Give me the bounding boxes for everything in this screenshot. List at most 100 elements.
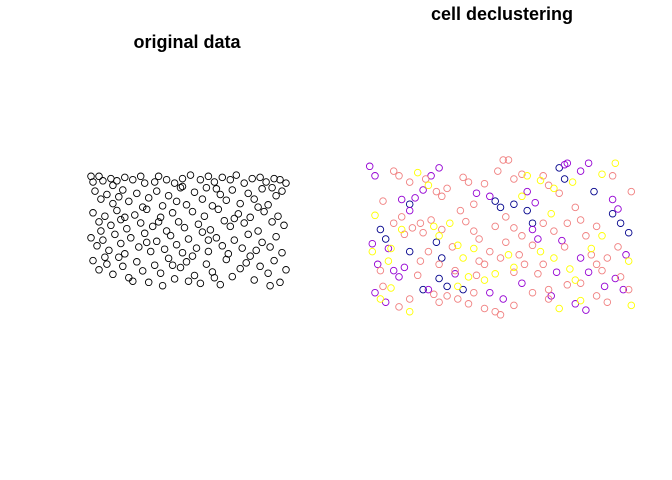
data-point <box>539 260 547 269</box>
data-point <box>97 227 105 235</box>
data-point <box>276 278 284 287</box>
data-point <box>121 213 129 222</box>
data-point <box>387 244 395 253</box>
data-point <box>154 172 163 181</box>
data-point <box>430 222 438 231</box>
data-point <box>376 225 385 234</box>
left-plot-title: original data <box>133 32 241 52</box>
data-point <box>170 179 179 187</box>
data-point <box>592 260 601 269</box>
data-point <box>103 190 111 199</box>
data-point <box>603 254 612 262</box>
data-point <box>282 266 290 274</box>
data-point <box>555 189 563 197</box>
data-point <box>389 219 398 227</box>
data-point <box>258 238 266 247</box>
data-point <box>475 257 483 265</box>
data-point <box>397 213 406 221</box>
data-point <box>614 243 622 251</box>
data-point <box>117 239 125 248</box>
data-point <box>395 172 403 180</box>
data-point <box>531 198 539 207</box>
data-point <box>408 224 417 232</box>
data-point <box>200 212 209 220</box>
data-point <box>405 307 414 316</box>
data-point <box>387 284 395 292</box>
data-point <box>89 209 97 217</box>
data-point <box>202 260 211 268</box>
data-point <box>518 279 526 287</box>
data-point <box>560 243 569 251</box>
data-point <box>448 243 457 251</box>
data-point <box>89 178 97 186</box>
data-point <box>384 257 393 265</box>
data-point <box>97 195 105 203</box>
data-point <box>499 156 507 164</box>
data-point <box>216 190 225 199</box>
data-point <box>502 213 510 221</box>
data-point <box>451 266 459 275</box>
data-point <box>381 298 390 306</box>
data-point <box>395 303 403 311</box>
data-point <box>111 230 119 239</box>
data-point <box>590 187 598 196</box>
data-point <box>272 232 280 241</box>
data-point <box>176 263 185 272</box>
data-point <box>552 268 561 276</box>
data-point <box>424 247 433 256</box>
data-point <box>624 257 633 265</box>
data-point <box>256 173 264 182</box>
data-point <box>254 203 262 211</box>
data-point <box>470 244 478 253</box>
data-point <box>91 187 99 195</box>
data-point <box>627 301 636 310</box>
data-point <box>486 192 494 201</box>
data-point <box>186 171 195 179</box>
data-point <box>264 269 272 277</box>
data-point <box>598 170 606 178</box>
data-point <box>619 285 628 294</box>
data-point <box>510 301 518 310</box>
data-point <box>244 230 252 239</box>
data-point <box>164 191 173 200</box>
data-point <box>405 200 414 208</box>
data-point <box>413 168 422 177</box>
data-point <box>216 280 225 289</box>
data-point <box>99 177 107 185</box>
data-point <box>258 185 266 193</box>
data-point <box>182 201 191 209</box>
data-point <box>582 306 590 314</box>
data-point <box>419 285 427 294</box>
data-point <box>190 271 199 280</box>
data-point <box>136 172 145 181</box>
data-point <box>101 253 109 261</box>
data-point <box>154 218 163 226</box>
data-point <box>138 267 147 275</box>
data-point <box>454 295 462 303</box>
data-point <box>419 186 427 194</box>
data-point <box>389 266 398 275</box>
data-point <box>228 186 237 194</box>
data-point <box>454 282 462 291</box>
data-point <box>472 271 481 280</box>
data-point <box>142 238 151 247</box>
data-point <box>95 218 103 226</box>
data-point <box>376 266 385 275</box>
data-point <box>563 219 572 227</box>
data-point <box>113 177 121 185</box>
data-point <box>121 173 129 182</box>
data-point <box>103 260 111 268</box>
data-point <box>424 181 433 190</box>
data-point <box>246 213 254 222</box>
data-point <box>405 247 414 256</box>
data-point <box>587 244 596 253</box>
data-point <box>188 252 197 260</box>
data-point <box>218 173 227 182</box>
data-point <box>470 288 478 297</box>
data-point <box>435 260 443 269</box>
data-point <box>276 175 284 184</box>
data-point <box>592 292 601 300</box>
data-point <box>262 178 270 186</box>
data-point <box>472 189 481 197</box>
